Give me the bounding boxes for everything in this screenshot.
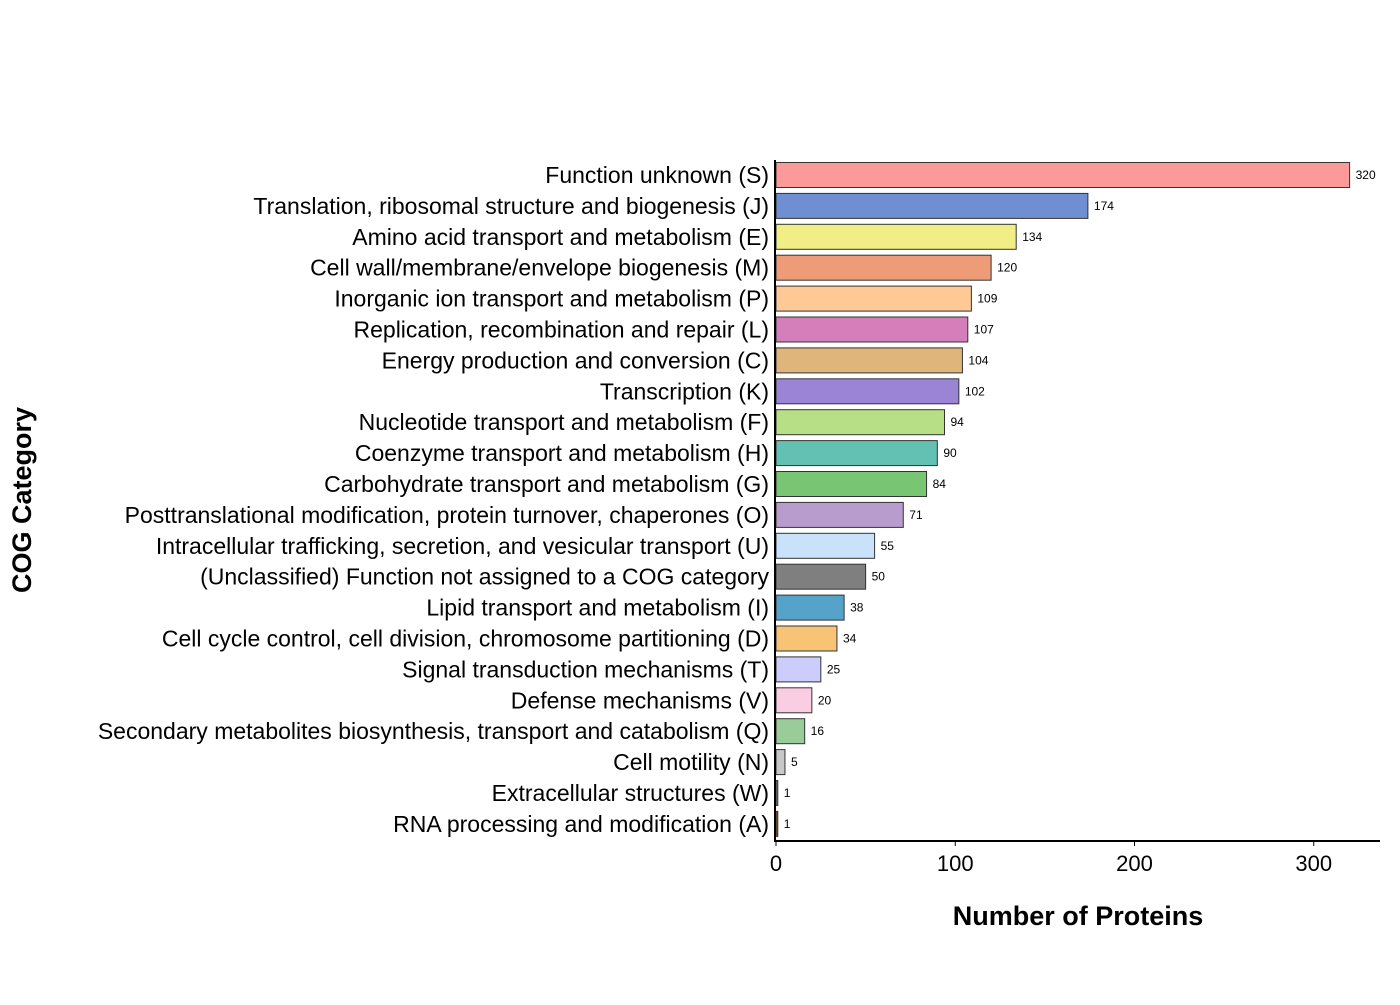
category-label-15: Lipid transport and metabolism (I)	[426, 595, 769, 621]
bar-11	[775, 471, 928, 497]
category-labels: Function unknown (S) Translation, ribosom…	[98, 162, 770, 837]
bar-19	[775, 718, 806, 745]
bar-10	[775, 440, 938, 467]
bar-4	[775, 254, 992, 281]
value-label-7: 104	[968, 353, 988, 367]
axes	[774, 160, 1380, 842]
bar-14	[775, 563, 867, 590]
value-label-16: 34	[843, 632, 857, 646]
x-ticks: 0 100 200 300	[770, 841, 1332, 876]
value-label-17: 25	[827, 662, 841, 676]
value-label-3: 134	[1022, 230, 1042, 244]
value-label-19: 16	[811, 724, 825, 738]
bar-7	[775, 347, 963, 374]
category-label-5: Inorganic ion transport and metabolism (…	[334, 286, 769, 312]
bar-13	[775, 532, 876, 559]
value-label-20: 5	[791, 755, 798, 769]
x-tick-label-100: 100	[937, 851, 974, 876]
category-label-4: Cell wall/membrane/envelope biogenesis (…	[310, 255, 769, 281]
bar-3	[775, 223, 1017, 250]
value-label-22: 1	[784, 817, 791, 831]
category-label-6: Replication, recombination and repair (L…	[354, 317, 770, 343]
x-axis-title: Number of Proteins	[953, 901, 1204, 931]
value-label-13: 55	[881, 539, 895, 553]
value-label-5: 109	[977, 292, 997, 306]
value-label-18: 20	[818, 693, 832, 707]
value-label-2: 174	[1094, 199, 1114, 213]
category-label-1: Function unknown (S)	[545, 162, 769, 188]
bar-8	[775, 378, 960, 405]
bar-12	[775, 501, 904, 528]
category-label-21: Extracellular structures (W)	[492, 780, 769, 806]
category-label-20: Cell motility (N)	[613, 749, 769, 775]
category-label-16: Cell cycle control, cell division, chrom…	[162, 626, 769, 652]
category-label-12: Posttranslational modification, protein …	[125, 502, 769, 528]
category-label-3: Amino acid transport and metabolism (E)	[352, 224, 769, 250]
value-label-14: 50	[872, 570, 886, 584]
bar-6	[775, 316, 969, 343]
category-label-17: Signal transduction mechanisms (T)	[402, 656, 769, 682]
x-tick-label-0: 0	[770, 851, 782, 876]
category-label-9: Nucleotide transport and metabolism (F)	[359, 409, 769, 435]
bar-21	[775, 780, 779, 806]
value-label-4: 120	[997, 261, 1017, 275]
bar-1	[775, 162, 1351, 188]
bar-22	[775, 810, 779, 837]
value-label-6: 107	[974, 323, 994, 337]
value-label-1: 320	[1356, 168, 1376, 182]
category-label-13: Intracellular trafficking, secretion, an…	[156, 533, 769, 559]
x-tick-label-200: 200	[1116, 851, 1153, 876]
category-label-8: Transcription (K)	[600, 378, 769, 404]
value-label-9: 94	[950, 415, 964, 429]
category-label-19: Secondary metabolites biosynthesis, tran…	[98, 718, 769, 744]
value-labels: 3201741341201091071041029490847155503834…	[784, 168, 1376, 831]
bar-9	[775, 409, 945, 436]
value-label-21: 1	[784, 786, 791, 800]
value-label-15: 38	[850, 601, 864, 615]
category-label-14: (Unclassified) Function not assigned to …	[200, 564, 769, 590]
bar-16	[775, 625, 838, 652]
bar-5	[775, 285, 972, 312]
value-label-11: 84	[933, 477, 947, 491]
category-label-22: RNA processing and modification (A)	[393, 811, 769, 837]
bars-layer	[775, 162, 1351, 837]
category-label-11: Carbohydrate transport and metabolism (G…	[324, 471, 769, 497]
bar-18	[775, 687, 813, 714]
category-label-18: Defense mechanisms (V)	[511, 687, 769, 713]
bar-17	[775, 656, 822, 683]
bar-2	[775, 192, 1089, 219]
value-label-10: 90	[943, 446, 957, 460]
bar-20	[775, 749, 786, 776]
category-label-10: Coenzyme transport and metabolism (H)	[355, 440, 769, 466]
value-label-12: 71	[909, 508, 923, 522]
x-tick-label-300: 300	[1295, 851, 1332, 876]
value-label-8: 102	[965, 384, 985, 398]
bar-15	[775, 594, 845, 621]
y-axis-title: COG Category	[7, 407, 37, 593]
category-label-2: Translation, ribosomal structure and bio…	[253, 193, 769, 219]
category-label-7: Energy production and conversion (C)	[382, 347, 769, 373]
